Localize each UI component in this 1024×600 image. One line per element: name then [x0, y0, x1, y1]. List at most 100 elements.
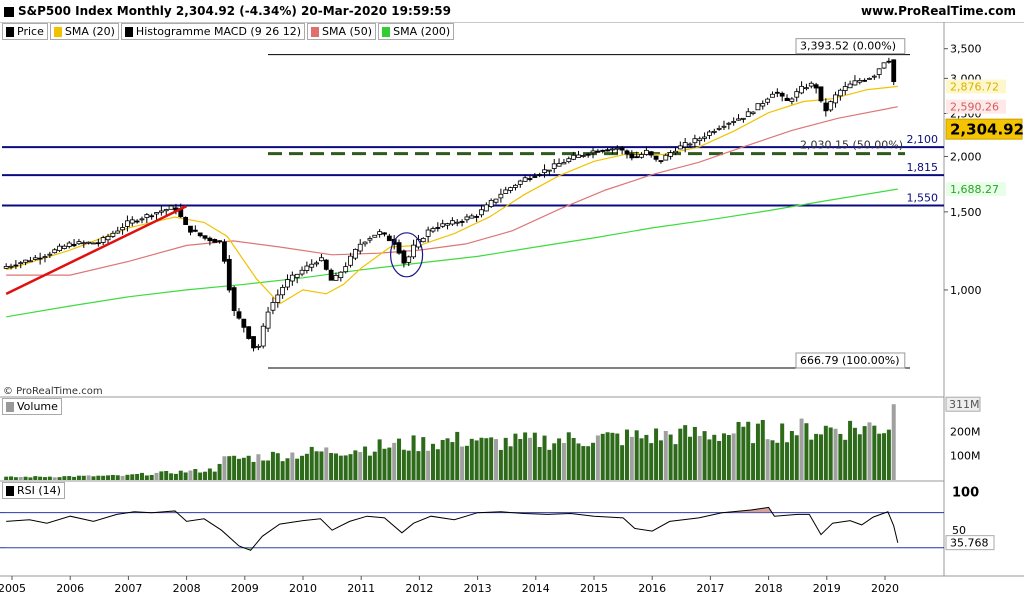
volume-bar: [222, 456, 227, 480]
candle-body: [23, 259, 28, 263]
candle-body: [823, 102, 829, 112]
candle-body: [319, 257, 324, 262]
candle-body: [590, 150, 596, 154]
candle-body: [348, 255, 353, 266]
candle-body: [828, 101, 834, 111]
candle-body: [745, 111, 751, 117]
value-tag-label: 1,688.27: [950, 183, 999, 196]
candle-body: [396, 242, 402, 254]
volume-bar: [377, 439, 382, 480]
volume-bar: [280, 461, 285, 480]
rsi-panel-label[interactable]: RSI (14): [2, 482, 65, 499]
legend-swatch-sma20: [53, 26, 62, 37]
volume-bar: [464, 445, 469, 480]
legend-item-sma50[interactable]: SMA (50): [307, 23, 377, 40]
rsi-last-label: 35.768: [950, 537, 989, 550]
candle-body: [42, 256, 48, 259]
chart-header: S&P500 Index Monthly 2,304.92 (-4.34%) 2…: [0, 0, 1024, 23]
volume-bar: [435, 449, 440, 480]
volume-bar: [411, 435, 416, 480]
candle-body: [702, 136, 707, 139]
candle-body: [876, 68, 882, 75]
candle-body: [406, 256, 412, 263]
candle-body: [440, 223, 446, 227]
sma20-line: [6, 85, 898, 305]
candle-body: [309, 263, 315, 268]
candle-body: [333, 275, 339, 281]
candle-body: [653, 155, 659, 160]
legend-item-sma200[interactable]: SMA (200): [378, 23, 455, 40]
expand-icon[interactable]: [4, 7, 14, 17]
volume-bar: [692, 426, 697, 480]
candle-body: [643, 149, 649, 155]
volume-bar: [595, 435, 600, 480]
candle-body: [474, 216, 480, 218]
candle-body: [789, 98, 795, 102]
volume-bar: [833, 428, 838, 480]
site-url[interactable]: www.ProRealTime.com: [861, 4, 1016, 18]
candle-body: [585, 153, 591, 156]
volume-bar: [324, 447, 329, 480]
x-tick-label: 2010: [289, 582, 317, 595]
volume-bar: [862, 426, 867, 480]
candle-body: [265, 311, 271, 329]
candle-body: [847, 83, 853, 89]
candle-body: [852, 80, 858, 86]
candle-body: [202, 235, 208, 239]
volume-bar: [106, 475, 111, 480]
volume-swatch: [6, 401, 14, 412]
volume-bar: [557, 438, 562, 480]
x-tick-label: 2012: [405, 582, 433, 595]
level-label: 2,100: [907, 133, 939, 146]
volume-panel-label[interactable]: Volume: [2, 398, 62, 415]
candle-body: [377, 231, 383, 235]
volume-last-label: 311M: [949, 398, 980, 411]
candle-body: [871, 75, 877, 78]
candle-body: [493, 198, 499, 203]
candle-body: [750, 111, 756, 114]
volume-bar: [358, 452, 363, 480]
level-label: 1,550: [907, 192, 939, 205]
candle-body: [721, 125, 727, 128]
volume-bar: [445, 438, 450, 480]
candle-body: [386, 235, 392, 242]
volume-bar: [343, 455, 348, 480]
y-tick-label: 1,500: [950, 206, 982, 219]
volume-bar: [498, 450, 503, 480]
candle-body: [314, 262, 319, 265]
volume-bar: [882, 433, 887, 480]
value-tag-box: [946, 99, 1006, 114]
candle-body: [794, 91, 800, 98]
rsi-overbought-fill: [128, 507, 889, 513]
rsi-swatch: [6, 485, 14, 496]
volume-bar: [392, 442, 397, 480]
volume-bar: [406, 450, 411, 480]
candle-body: [362, 241, 368, 245]
candle-body: [517, 180, 523, 185]
volume-last-box: [945, 396, 981, 412]
legend-item-macd[interactable]: Histogramme MACD (9 26 12): [120, 23, 306, 40]
volume-bar: [484, 438, 489, 480]
candle-body: [168, 205, 174, 210]
legend-item-price[interactable]: Price: [2, 23, 48, 40]
level-label: 2,030.15 (50.00%): [800, 139, 903, 152]
volume-bar: [731, 433, 736, 480]
volume-bar: [624, 429, 629, 480]
volume-bar: [494, 439, 499, 480]
legend-item-sma20[interactable]: SMA (20): [49, 23, 119, 40]
volume-bar: [848, 420, 853, 480]
candle-body: [862, 79, 868, 82]
candle-body: [503, 189, 509, 194]
candle-body: [420, 237, 426, 243]
volume-bar: [52, 477, 57, 480]
candle-body: [110, 232, 116, 237]
value-tag-box: [945, 118, 1023, 140]
candle-body: [212, 239, 218, 243]
candle-body: [275, 294, 281, 303]
volume-bar: [591, 442, 596, 480]
candle-body: [178, 208, 184, 217]
candle-body: [804, 87, 809, 90]
candle-body: [595, 150, 601, 153]
volume-bar: [600, 433, 605, 480]
volume-bar: [576, 443, 581, 480]
